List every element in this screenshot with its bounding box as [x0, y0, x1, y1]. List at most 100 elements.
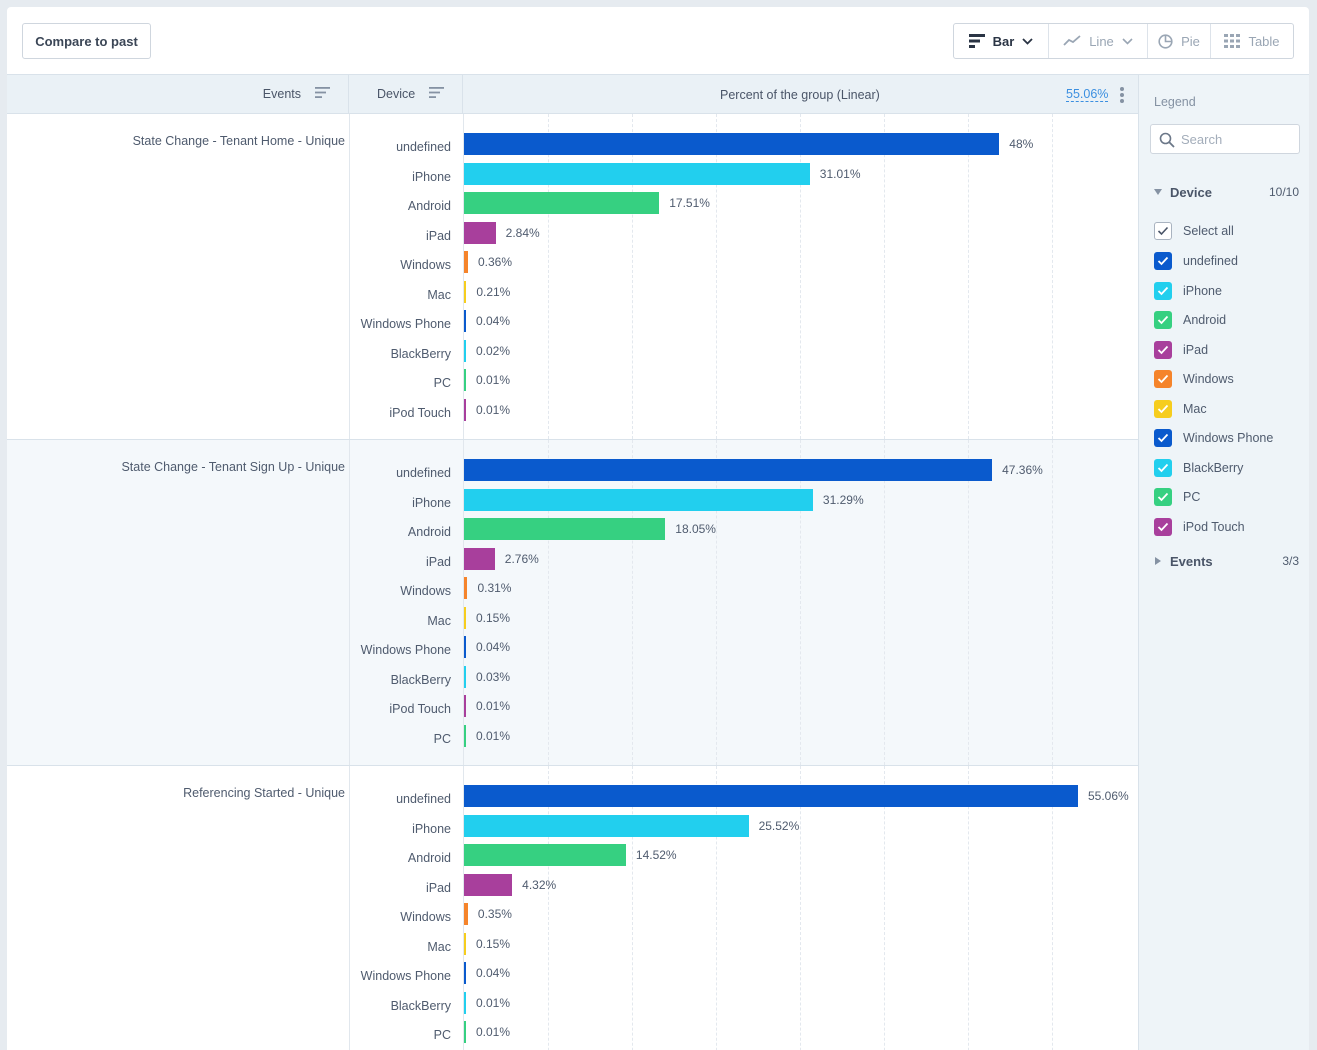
bar[interactable] — [464, 991, 466, 1014]
bar-row[interactable]: Mac 0.15% — [7, 606, 1138, 637]
sort-icon[interactable] — [429, 87, 445, 101]
bar[interactable] — [464, 488, 813, 511]
bar-row[interactable]: iPod Touch 0.01% — [7, 398, 1138, 429]
checkbox-checked-icon[interactable] — [1154, 429, 1172, 447]
legend-item-label: Windows — [1183, 372, 1234, 386]
bar-row[interactable]: undefined 55.06% — [7, 785, 1138, 815]
bar[interactable] — [464, 814, 749, 837]
bar[interactable] — [464, 903, 468, 925]
bar-row[interactable]: Android 17.51% — [7, 192, 1138, 222]
bar[interactable] — [464, 251, 468, 273]
sort-icon[interactable] — [315, 87, 330, 101]
more-options-icon[interactable] — [1120, 87, 1124, 105]
bar-row[interactable]: iPad 2.84% — [7, 221, 1138, 252]
bar[interactable] — [464, 724, 466, 747]
bar-row[interactable]: Mac 0.15% — [7, 932, 1138, 963]
device-header-label: Device — [377, 87, 416, 101]
legend-item[interactable]: PC — [1154, 488, 1200, 506]
bar-row[interactable]: Windows Phone 0.04% — [7, 310, 1138, 340]
legend-item[interactable]: iPad — [1154, 340, 1208, 359]
bar-row[interactable]: undefined 48% — [7, 133, 1138, 163]
bar[interactable] — [464, 192, 660, 214]
bar-row[interactable]: PC 0.01% — [7, 1021, 1138, 1050]
bar[interactable] — [464, 162, 810, 185]
bar-value-label: 25.52% — [758, 818, 800, 833]
bar-value-label: 0.04% — [476, 640, 511, 654]
bar-row[interactable]: iPhone 31.29% — [7, 488, 1138, 519]
bar[interactable] — [464, 133, 1000, 155]
bar[interactable] — [464, 962, 466, 984]
bar-value-label: 2.76% — [504, 551, 539, 566]
checkbox-checked-icon[interactable] — [1154, 458, 1172, 477]
legend-item[interactable]: Windows — [1154, 370, 1234, 388]
bar[interactable] — [464, 695, 466, 717]
bar[interactable] — [464, 844, 626, 866]
compare-to-past-button[interactable]: Compare to past — [22, 23, 151, 59]
legend-item[interactable]: Windows Phone — [1154, 429, 1273, 447]
bar[interactable] — [464, 547, 495, 570]
bar[interactable] — [464, 369, 466, 391]
bar[interactable] — [464, 339, 466, 362]
bar[interactable] — [464, 665, 466, 688]
scale-max-value[interactable]: 55.06% — [1066, 87, 1109, 102]
checkbox-checked-icon[interactable] — [1154, 311, 1172, 329]
bar-row[interactable]: iPhone 25.52% — [7, 814, 1138, 845]
bar-row[interactable]: BlackBerry 0.02% — [7, 339, 1138, 370]
bar[interactable] — [464, 577, 468, 599]
bar-row[interactable]: Windows Phone 0.04% — [7, 636, 1138, 666]
chart-type-bar-button[interactable]: Bar — [954, 24, 1049, 58]
checkbox-checked-icon[interactable] — [1154, 517, 1172, 536]
bar-row[interactable]: iPad 2.76% — [7, 547, 1138, 578]
bar-row[interactable]: Android 18.05% — [7, 518, 1138, 548]
bar-row[interactable]: iPhone 31.01% — [7, 162, 1138, 193]
chart-type-pie-button[interactable]: Pie — [1148, 24, 1211, 58]
legend-events-section-toggle[interactable]: Events 3/3 — [1154, 551, 1299, 571]
bar[interactable] — [464, 873, 513, 896]
bar[interactable] — [464, 1021, 466, 1043]
legend-device-section-toggle[interactable]: Device 10/10 — [1154, 182, 1299, 202]
legend-item[interactable]: iPod Touch — [1154, 517, 1245, 536]
legend-select-all[interactable]: Select all — [1154, 222, 1234, 240]
bar-row[interactable]: Android 14.52% — [7, 844, 1138, 874]
legend-search-input[interactable] — [1181, 125, 1296, 153]
bar[interactable] — [464, 636, 466, 658]
checkbox-checked-icon[interactable] — [1154, 488, 1172, 506]
checkbox-checked-icon[interactable] — [1154, 370, 1172, 388]
checkbox-checked-icon[interactable] — [1154, 399, 1172, 418]
bar[interactable] — [464, 310, 466, 332]
bar[interactable] — [464, 459, 993, 481]
bar-row[interactable]: Windows 0.31% — [7, 577, 1138, 607]
checkbox-select-all[interactable] — [1154, 222, 1172, 240]
bar-row[interactable]: PC 0.01% — [7, 369, 1138, 399]
bar[interactable] — [464, 932, 466, 955]
bar-row[interactable]: Windows 0.35% — [7, 903, 1138, 933]
bar[interactable] — [464, 785, 1078, 807]
checkbox-checked-icon[interactable] — [1154, 281, 1172, 300]
legend-item[interactable]: iPhone — [1154, 281, 1222, 300]
checkbox-checked-icon[interactable] — [1154, 340, 1172, 359]
bar-row[interactable]: Windows 0.36% — [7, 251, 1138, 281]
bar-row[interactable]: PC 0.01% — [7, 724, 1138, 755]
bar[interactable] — [464, 518, 666, 540]
chart-type-table-button[interactable]: Table — [1211, 24, 1293, 58]
bar-row[interactable]: iPod Touch 0.01% — [7, 695, 1138, 725]
device-column-header[interactable]: Device — [349, 75, 463, 113]
bar-row[interactable]: BlackBerry 0.01% — [7, 991, 1138, 1022]
chart-type-line-button[interactable]: Line — [1049, 24, 1148, 58]
checkbox-checked-icon[interactable] — [1154, 252, 1172, 270]
legend-item[interactable]: Android — [1154, 311, 1226, 329]
legend-item[interactable]: Mac — [1154, 399, 1207, 418]
bar[interactable] — [464, 280, 467, 303]
legend-item[interactable]: undefined — [1154, 252, 1238, 270]
bar-row[interactable]: BlackBerry 0.03% — [7, 665, 1138, 696]
bar-row[interactable]: Mac 0.21% — [7, 280, 1138, 311]
bar[interactable] — [464, 221, 496, 244]
bar[interactable] — [464, 606, 466, 629]
bar[interactable] — [464, 398, 466, 421]
events-column-header[interactable]: Events — [7, 75, 349, 113]
legend-item[interactable]: BlackBerry — [1154, 458, 1243, 477]
bar-row[interactable]: iPad 4.32% — [7, 873, 1138, 904]
bar-row[interactable]: undefined 47.36% — [7, 459, 1138, 489]
bar-value-label: 0.01% — [476, 373, 511, 387]
bar-row[interactable]: Windows Phone 0.04% — [7, 962, 1138, 992]
